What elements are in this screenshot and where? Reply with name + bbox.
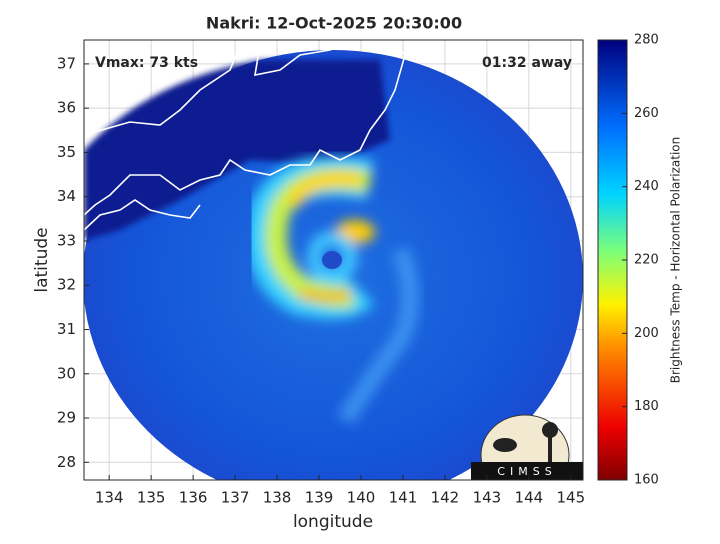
y-tick-label: 35 <box>57 143 76 161</box>
y-axis-label: latitude <box>32 227 52 292</box>
y-tick-label: 31 <box>57 320 76 338</box>
logo-text: CIMSS <box>497 465 556 478</box>
x-tick-label: 136 <box>179 489 208 507</box>
colorbar-label: Brightness Temp - Horizontal Polarizatio… <box>669 137 683 384</box>
colorbar-tick-label: 200 <box>634 326 659 341</box>
x-tick-label: 135 <box>137 489 166 507</box>
y-tick-label: 28 <box>57 453 76 471</box>
x-tick-label: 139 <box>305 489 334 507</box>
x-tick-label: 141 <box>389 489 418 507</box>
logo-tower <box>542 422 558 438</box>
x-tick-label: 138 <box>263 489 292 507</box>
y-tick-label: 30 <box>57 364 76 382</box>
y-tick-label: 29 <box>57 409 76 427</box>
plot-frame <box>83 39 584 481</box>
x-tick-label: 145 <box>557 489 586 507</box>
colorbar-tick-label: 260 <box>634 106 659 121</box>
x-tick-label: 140 <box>347 489 376 507</box>
chart-title: Nakri: 12-Oct-2025 20:30:00 <box>206 14 462 33</box>
y-tick-label: 34 <box>57 187 76 205</box>
logo-dish <box>493 438 517 452</box>
satellite-image <box>84 44 583 480</box>
colorbar-tick-label: 160 <box>634 473 659 488</box>
vmax-annotation: Vmax: 73 kts <box>95 55 198 71</box>
y-tick-label: 37 <box>57 54 76 72</box>
x-tick-label: 137 <box>221 489 250 507</box>
x-axis-label: longitude <box>293 512 373 532</box>
logo-bar <box>471 462 583 480</box>
colorbar-tick-label: 280 <box>634 33 659 48</box>
y-tick-label: 33 <box>57 231 76 249</box>
colorbar-tick-label: 180 <box>634 399 659 414</box>
x-tick-label: 142 <box>431 489 460 507</box>
y-tick-label: 36 <box>57 99 76 117</box>
time-annotation: 01:32 away <box>482 55 572 71</box>
x-tick-label: 144 <box>515 489 544 507</box>
colorbar-tick-label: 240 <box>634 179 659 194</box>
colorbar-tick-label: 220 <box>634 253 659 268</box>
x-tick-label: 134 <box>95 489 124 507</box>
x-tick-label: 143 <box>473 489 502 507</box>
y-tick-label: 32 <box>57 276 76 294</box>
